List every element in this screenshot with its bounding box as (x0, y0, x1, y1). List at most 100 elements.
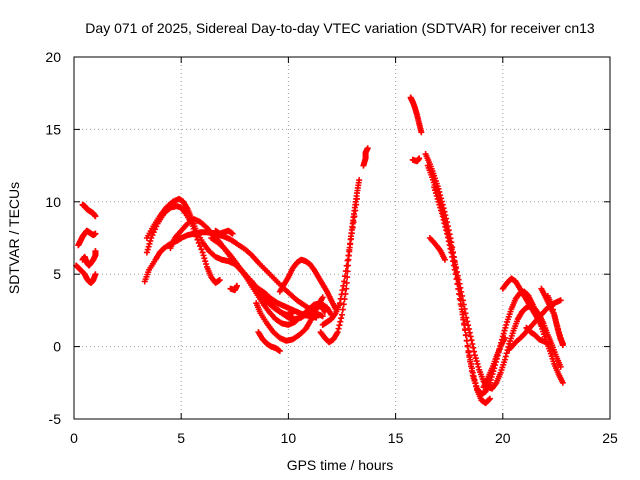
data-point-marker (92, 230, 99, 237)
y-tick-label: 5 (53, 266, 61, 282)
data-point-marker (331, 311, 338, 318)
data-point-marker (541, 326, 548, 333)
data-point-marker (551, 313, 558, 320)
data-point-marker (352, 207, 359, 214)
x-tick-label: 25 (602, 430, 618, 446)
data-point-marker (471, 352, 478, 359)
data-point-marker (343, 285, 350, 292)
data-point-marker (434, 195, 441, 202)
data-point-marker (364, 145, 371, 152)
data-point-marker (319, 294, 326, 301)
data-point-marker (451, 266, 458, 273)
series-s17 (319, 195, 361, 328)
data-point-marker (350, 219, 357, 226)
data-point-marker (146, 240, 153, 247)
series-s3 (73, 262, 99, 286)
data-point-marker (557, 297, 564, 304)
data-point-marker (472, 380, 479, 387)
data-point-marker (442, 223, 449, 230)
y-tick-label: 15 (45, 121, 61, 137)
data-point-marker (453, 276, 460, 283)
data-point-marker (502, 353, 509, 360)
data-point-marker (470, 373, 477, 380)
data-point-marker (466, 329, 473, 336)
data-point-marker (447, 245, 454, 252)
data-point-marker (466, 352, 473, 359)
data-point-marker (474, 360, 481, 367)
data-point-marker (432, 187, 439, 194)
data-point-marker (473, 358, 480, 365)
data-point-marker (444, 234, 451, 241)
data-point-marker (468, 365, 475, 372)
data-point-marker (475, 363, 482, 370)
data-point-marker (458, 306, 465, 313)
data-point-marker (472, 355, 479, 362)
data-point-marker (437, 204, 444, 211)
data-point-marker (501, 327, 508, 334)
data-point-marker (339, 287, 346, 294)
data-point-marker (353, 201, 360, 208)
data-point-marker (456, 295, 463, 302)
data-point-marker (351, 213, 358, 220)
data-point-marker (319, 313, 326, 320)
data-point-marker (554, 323, 561, 330)
data-point-marker (446, 241, 453, 248)
data-point-marker (436, 201, 443, 208)
data-point-marker (203, 261, 210, 268)
data-point-marker (441, 220, 448, 227)
data-point-marker (195, 239, 202, 246)
data-point-marker (334, 329, 341, 336)
data-point-marker (313, 314, 320, 321)
y-tick-label: 10 (45, 194, 61, 210)
series-s15 (276, 256, 339, 312)
y-tick-label: -5 (49, 411, 62, 427)
data-point-marker (199, 249, 206, 256)
data-point-marker (441, 256, 448, 263)
data-point-marker (343, 262, 350, 269)
data-point-marker (465, 325, 472, 332)
data-point-marker (459, 297, 466, 304)
data-point-marker (445, 238, 452, 245)
series-s14 (255, 329, 283, 354)
data-point-marker (193, 233, 200, 240)
series-s13 (253, 294, 326, 344)
data-point-marker (431, 184, 438, 191)
data-point-marker (321, 308, 328, 315)
data-point-marker (549, 303, 556, 310)
data-point-marker (501, 334, 508, 341)
data-point-marker (501, 356, 508, 363)
data-point-marker (416, 155, 423, 162)
series-s4 (79, 248, 99, 269)
series-s30 (523, 324, 549, 346)
plot-frame (73, 56, 611, 420)
data-point-marker (354, 195, 361, 202)
data-point-marker (438, 207, 445, 214)
data-point-marker (435, 198, 442, 205)
data-point-marker (542, 327, 549, 334)
data-point-marker (346, 246, 353, 253)
data-point-marker (455, 285, 462, 292)
data-point-marker (356, 177, 363, 184)
data-point-marker (470, 344, 477, 351)
series-s2 (79, 201, 99, 220)
data-point-marker (449, 253, 456, 260)
data-point-marker (339, 306, 346, 313)
data-point-marker (341, 278, 348, 285)
data-point-marker (216, 276, 223, 283)
data-point-marker (486, 395, 493, 402)
series-s20 (409, 155, 423, 165)
data-point-marker (456, 290, 463, 297)
axis-ticks: 0 5 10 15 20 25 -5 0 5 10 15 20 (45, 49, 618, 446)
data-point-marker (439, 213, 446, 220)
data-point-marker (452, 271, 459, 278)
data-point-marker (552, 316, 559, 323)
data-point-marker (276, 347, 283, 354)
data-point-marker (348, 235, 355, 242)
data-point-marker (503, 321, 510, 328)
data-point-marker (503, 350, 510, 357)
data-point-marker (500, 330, 507, 337)
data-point-marker (463, 337, 470, 344)
data-point-marker (557, 363, 564, 370)
series-s1 (75, 227, 99, 249)
